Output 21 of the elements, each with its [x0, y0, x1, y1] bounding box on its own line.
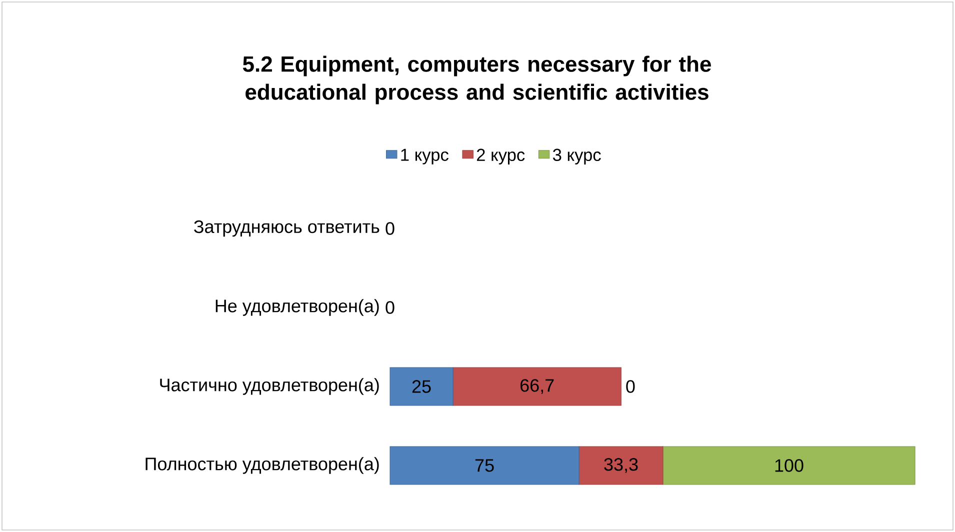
- data-label: 0: [626, 380, 635, 393]
- data-label: 0: [386, 301, 394, 314]
- legend-label: 3 курс: [552, 148, 601, 164]
- y-tick-label: Полностью удовлетворен(а): [146, 457, 379, 474]
- data-label: 75: [475, 459, 494, 472]
- data-label: 100: [775, 459, 804, 472]
- legend-label: 2 курс: [476, 148, 525, 164]
- data-label: 33,3: [604, 458, 638, 473]
- y-tick-label: Частично удовлетворен(а): [160, 378, 379, 395]
- data-label: 66,7: [520, 379, 554, 394]
- chart-title: 5.2 Equipment, computers necessary for the educational process and scientific activities: [242, 56, 711, 104]
- y-tick-label: Затрудняюсь ответить: [194, 220, 380, 237]
- bar: [578, 446, 664, 485]
- bar: [390, 367, 454, 406]
- data-label: 25: [412, 380, 431, 393]
- bar: [452, 367, 622, 406]
- bar: [662, 446, 916, 485]
- legend-label: 1 курс: [401, 148, 448, 164]
- data-label: 0: [386, 222, 394, 235]
- y-tick-label: Не удовлетворен(а): [216, 299, 379, 316]
- bar: [390, 446, 580, 485]
